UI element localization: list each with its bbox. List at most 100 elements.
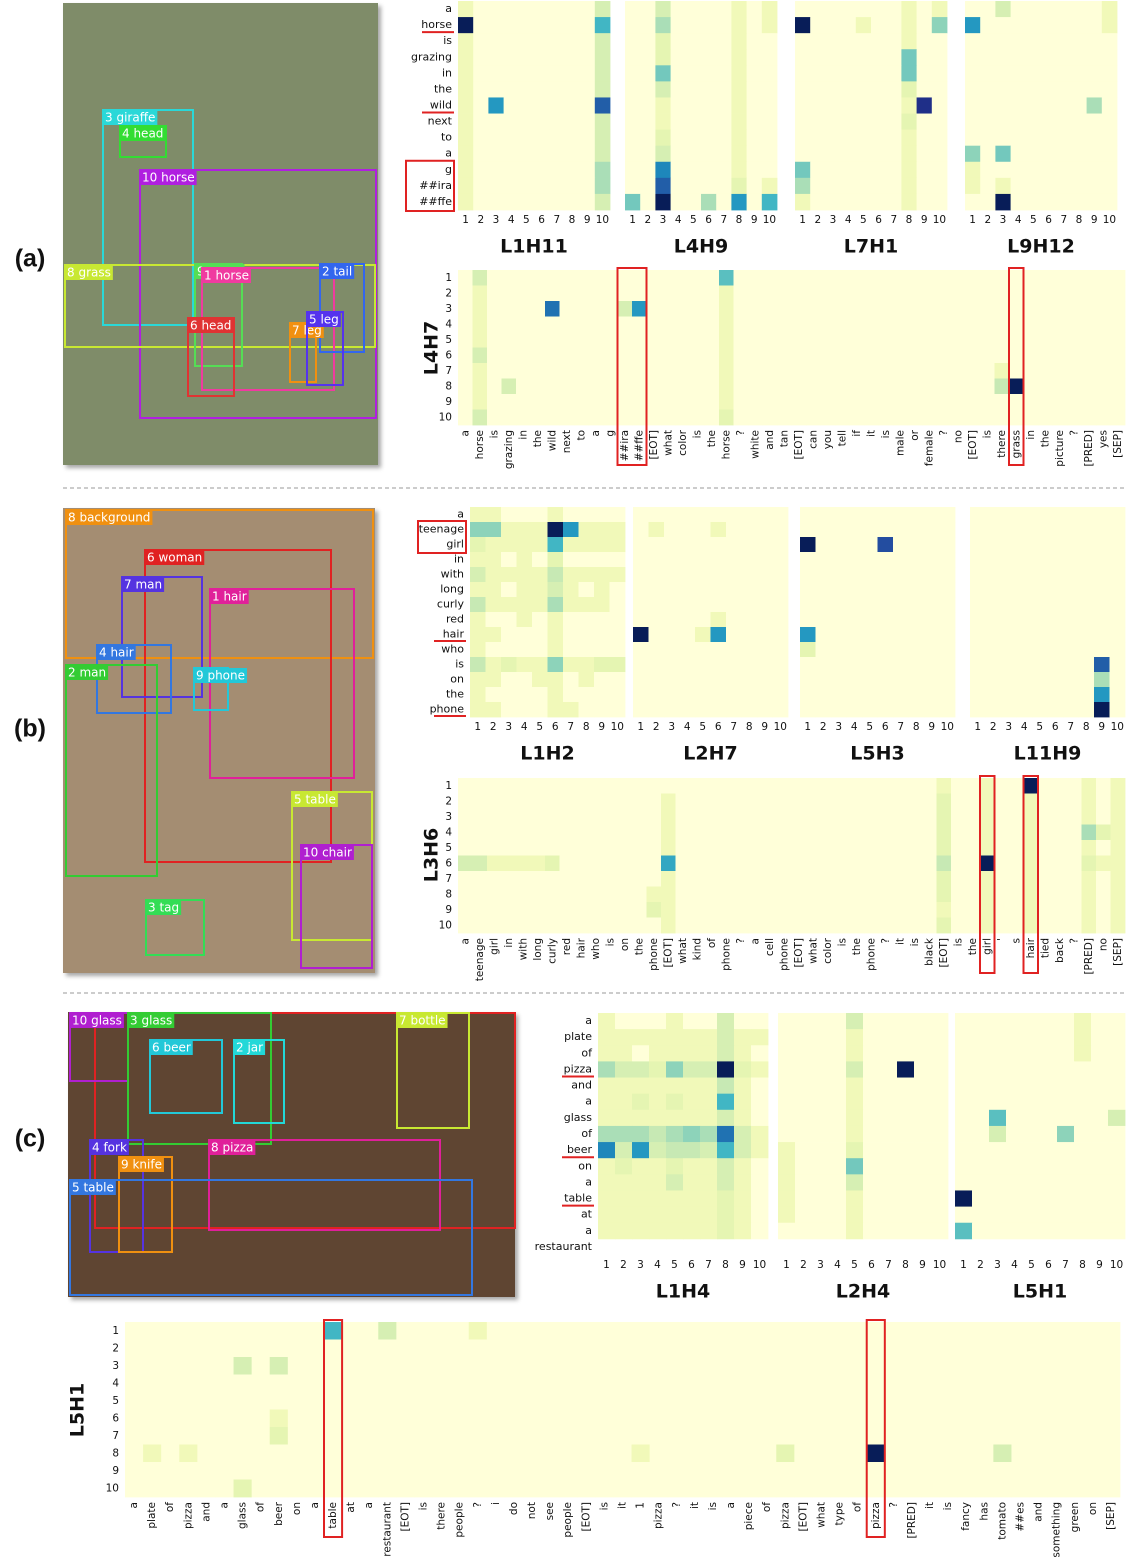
heat-cell xyxy=(751,1158,769,1175)
heat-cell xyxy=(1016,657,1033,673)
heat-cell xyxy=(731,129,747,147)
heat-cell xyxy=(503,33,520,50)
heat-cell xyxy=(675,347,691,364)
region-label-bg xyxy=(397,1013,448,1028)
heat-cell xyxy=(820,778,836,794)
heat-cell xyxy=(901,129,917,147)
heat-cell xyxy=(1040,1077,1058,1095)
heat-cell xyxy=(907,809,923,825)
col-label: 8 xyxy=(1083,721,1090,733)
heat-cell xyxy=(795,81,811,98)
heat-cell xyxy=(815,672,832,688)
col-label: 1 xyxy=(799,214,806,226)
heat-cell xyxy=(594,642,610,658)
heat-cell xyxy=(740,1479,759,1498)
heat-cell xyxy=(965,285,981,302)
col-label: at xyxy=(345,1502,357,1513)
row-label: on xyxy=(578,1159,592,1172)
heat-cell xyxy=(501,567,517,583)
heat-cell xyxy=(488,49,504,66)
heat-cell xyxy=(414,1392,433,1410)
heat-cell xyxy=(549,33,565,50)
heat-cell xyxy=(921,1374,940,1393)
heat-cell xyxy=(777,809,792,825)
heat-cell xyxy=(800,687,816,703)
heat-cell xyxy=(564,193,580,211)
heat-cell xyxy=(617,301,633,317)
heat-cell xyxy=(864,840,879,856)
heat-cell xyxy=(716,33,732,50)
heat-cell xyxy=(880,1029,898,1046)
heat-cell xyxy=(719,809,734,825)
heat-cell xyxy=(541,1339,560,1358)
heat-cell xyxy=(675,394,691,410)
heat-cell xyxy=(588,409,604,426)
heat-cell xyxy=(530,378,546,395)
heat-cell xyxy=(1038,840,1053,856)
heat-cell xyxy=(215,1322,234,1340)
heat-cell xyxy=(1040,1158,1058,1175)
heat-cell xyxy=(679,507,696,523)
heat-cell xyxy=(594,657,610,673)
heat-cell xyxy=(922,301,937,317)
heat-cell xyxy=(848,1409,868,1428)
heat-cell xyxy=(125,1339,144,1358)
heat-cell xyxy=(458,97,474,114)
heat-cell xyxy=(877,537,894,553)
heat-cell xyxy=(989,1222,1007,1240)
heat-cell xyxy=(1040,1093,1058,1111)
heat-cell xyxy=(1023,394,1039,410)
col-label: 8 xyxy=(583,721,590,733)
heat-cell xyxy=(820,871,836,887)
col-label: wild xyxy=(546,430,558,451)
heat-cell xyxy=(722,1427,741,1445)
heat-cell xyxy=(1016,537,1033,553)
heat-cell xyxy=(549,65,565,82)
heat-cell xyxy=(994,871,1010,887)
heat-cell xyxy=(685,81,702,98)
col-label: 4 xyxy=(508,214,515,226)
heat-cell xyxy=(646,886,662,903)
heat-cell xyxy=(646,824,662,841)
heat-cell xyxy=(594,597,610,613)
col-label: 8 xyxy=(1079,1259,1086,1271)
heat-cell xyxy=(840,177,857,195)
heat-cell xyxy=(825,177,841,195)
col-label: 5 xyxy=(523,214,530,226)
heat-cell xyxy=(1023,1029,1041,1046)
heat-cell xyxy=(215,1479,234,1498)
heat-cell xyxy=(547,582,564,598)
heat-cell xyxy=(965,316,981,333)
heat-cell xyxy=(703,1444,723,1463)
heat-cell xyxy=(800,537,816,553)
heat-cell xyxy=(878,378,894,395)
heat-cell xyxy=(965,270,981,286)
heat-cell xyxy=(1006,1093,1024,1111)
heat-cell xyxy=(1101,81,1118,98)
col-label: phone xyxy=(778,938,790,971)
heat-cell xyxy=(812,1142,830,1159)
heat-cell xyxy=(486,1444,506,1463)
heat-cell xyxy=(675,840,691,856)
heat-cell xyxy=(1081,270,1097,286)
heat-cell xyxy=(835,316,850,333)
heat-cell xyxy=(1101,1322,1121,1340)
heat-cell xyxy=(955,1174,973,1191)
heat-cell xyxy=(161,1409,180,1428)
heat-cell xyxy=(733,363,749,379)
heat-cell xyxy=(1110,332,1126,348)
heat-cell xyxy=(1094,537,1110,553)
heat-cell xyxy=(1078,657,1095,673)
region-label: 2 tail xyxy=(322,265,352,279)
col-label: [EOT] xyxy=(399,1502,411,1532)
heat-cell xyxy=(931,65,948,82)
heat-cell xyxy=(719,824,734,841)
heat-cell xyxy=(835,270,850,286)
heat-cell xyxy=(1029,1322,1049,1340)
heat-cell xyxy=(501,332,517,348)
heat-cell xyxy=(1094,702,1110,718)
col-label: 3 xyxy=(493,214,500,226)
heat-cell xyxy=(485,522,502,538)
heat-cell xyxy=(1052,347,1068,364)
heat-cell xyxy=(893,378,908,395)
